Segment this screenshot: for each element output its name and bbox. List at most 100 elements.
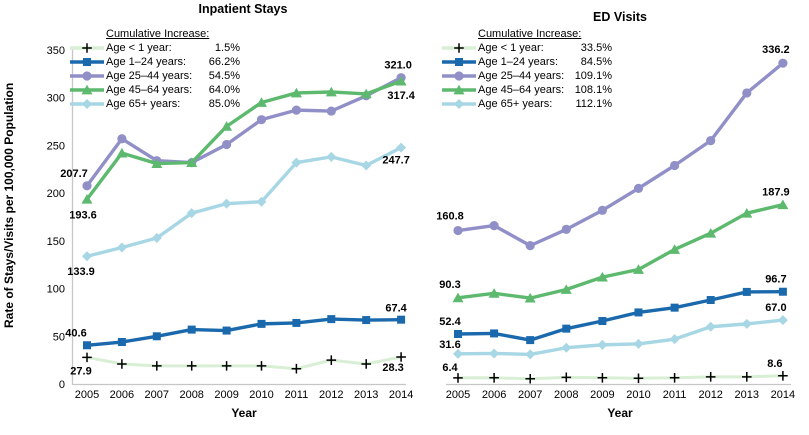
last-point-data-label: 317.4 [387, 90, 415, 102]
last-point-data-label: 321.0 [384, 60, 412, 72]
y-tick-label: 350 [47, 45, 65, 57]
circle-marker [326, 106, 336, 116]
legend-series-name: Age < 1 year: [478, 42, 544, 54]
x-tick-label: 2005 [75, 389, 99, 401]
circle-marker [597, 205, 608, 215]
triangle-marker [186, 157, 198, 168]
last-point-data-label: 336.2 [762, 44, 790, 56]
x-tick-label: 2012 [698, 389, 722, 401]
square-marker [292, 318, 301, 327]
square-marker [778, 287, 787, 296]
last-point-data-label: 8.6 [767, 358, 782, 370]
legend-item: Age 65+ years: 112.1% [442, 97, 612, 111]
legend-item: Age 25–44 years: 109.1% [442, 69, 612, 83]
plus-marker [597, 372, 608, 383]
circle-marker [82, 181, 92, 191]
square-marker [222, 326, 231, 335]
first-point-data-label: 27.9 [70, 365, 91, 377]
legend-cumulative-increase-value: 109.1% [574, 70, 612, 82]
x-tick-label: 2007 [145, 389, 169, 401]
legend-series-name: Age 65+ years: [478, 98, 553, 110]
first-point-data-label: 31.6 [439, 339, 460, 351]
square-marker [83, 341, 91, 350]
y-tick-label: 150 [47, 236, 65, 248]
diamond-marker [361, 160, 372, 171]
plus-marker [326, 355, 337, 365]
circle-marker [706, 136, 716, 146]
x-tick-label: 2007 [518, 389, 542, 401]
triangle-marker [452, 292, 464, 303]
plus-marker [489, 372, 499, 383]
circle-marker [454, 71, 464, 81]
plus-marker [525, 373, 535, 384]
triangle-marker [151, 158, 163, 168]
series-plus: 27.9 28.3 [70, 352, 406, 377]
legend-swatch-circle-icon [442, 71, 476, 81]
series-line [85, 317, 403, 347]
legend-swatch-square-icon [70, 58, 104, 66]
legend-inpatient-stays: Cumulative Increase: Age < 1 year: 1.5% Ag… [70, 27, 240, 111]
plus-marker [454, 43, 464, 53]
circle-marker [82, 71, 92, 81]
legend-item: Age < 1 year: 33.5% [442, 41, 612, 55]
x-tick-label: 2013 [354, 389, 378, 401]
x-tick-label: 2006 [110, 389, 134, 401]
x-tick-label: 2010 [249, 389, 273, 401]
legend-cumulative-increase-value: 66.2% [208, 56, 240, 68]
diamond-marker [705, 321, 716, 332]
square-marker [454, 329, 462, 338]
triangle-marker [81, 194, 93, 204]
legend-series-name: Age 45–64 years: [106, 84, 193, 96]
y-axis-title: Rate of Stays/Visits per 100,000 Populat… [2, 82, 16, 328]
legend-heading: Cumulative Increase: [106, 28, 210, 40]
first-point-data-label: 40.6 [65, 327, 86, 339]
square-marker [83, 58, 91, 66]
square-marker [634, 308, 643, 317]
diamond-marker [777, 315, 788, 326]
series-diamond: 31.6 67.0 [439, 302, 788, 360]
square-marker [598, 317, 607, 326]
series-line [456, 318, 785, 357]
triangle-marker [360, 88, 372, 99]
series-line [85, 355, 403, 371]
chart-panel: 0 50 100 150 200 250 300 350 2005 2006 2007 2008 200… [47, 45, 416, 401]
series-triangle: 90.3 187.9 [439, 187, 790, 303]
first-point-data-label: 133.9 [67, 266, 95, 278]
legend-swatch-diamond-icon [442, 99, 476, 109]
diamond-marker [256, 196, 267, 207]
legend-cumulative-increase-value: 84.5% [580, 56, 612, 68]
last-point-data-label: 247.7 [382, 155, 410, 167]
y-tick-label: 200 [47, 188, 65, 200]
circle-marker [670, 160, 680, 171]
diamond-marker [561, 342, 572, 353]
diamond-marker [453, 348, 463, 359]
square-marker [187, 325, 196, 334]
diamond-marker [82, 99, 92, 109]
series-line [456, 61, 785, 248]
series-circle: 160.8 336.2 [436, 44, 790, 251]
last-point-data-label: 96.7 [765, 274, 786, 286]
triangle-marker [705, 228, 717, 238]
x-tick-label: 2005 [446, 389, 470, 401]
legend-swatch-diamond-icon [70, 99, 104, 109]
plus-marker [82, 352, 92, 363]
legend-series-name: Age 45–64 years: [478, 84, 565, 96]
series-line [456, 374, 785, 381]
y-tick-label: 0 [59, 379, 65, 391]
plus-marker [186, 361, 197, 371]
square-marker [706, 296, 715, 305]
square-marker [257, 319, 266, 328]
triangle-marker [741, 207, 753, 218]
series-line [456, 202, 785, 300]
series-plus: 6.4 8.6 [442, 358, 788, 384]
circle-marker [256, 115, 267, 125]
first-point-data-label: 52.4 [439, 316, 461, 328]
square-marker [455, 58, 463, 66]
diamond-marker [186, 208, 197, 219]
square-marker [117, 338, 126, 347]
legend-item: Age < 1 year: 1.5% [70, 41, 240, 55]
chart-title-inpatient-stays: Inpatient Stays [198, 2, 288, 16]
last-point-data-label: 67.4 [385, 303, 407, 315]
legend-swatch-plus-icon [442, 43, 476, 53]
